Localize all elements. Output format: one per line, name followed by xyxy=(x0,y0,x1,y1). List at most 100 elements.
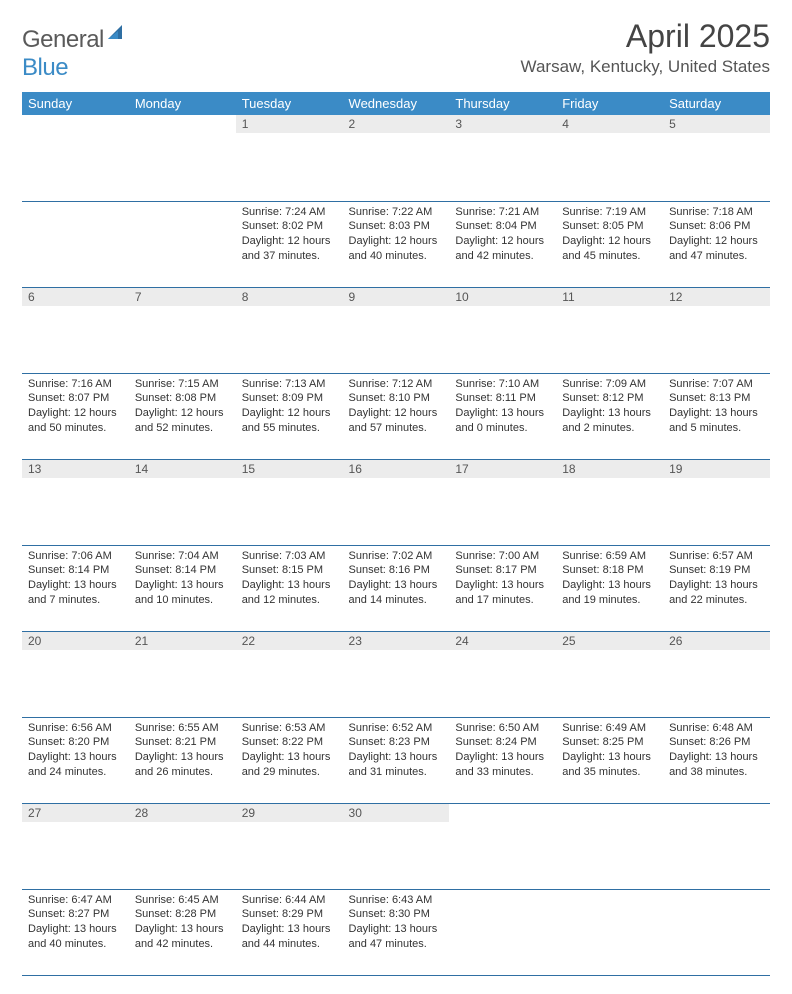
day-detail: Sunrise: 7:13 AMSunset: 8:09 PMDaylight:… xyxy=(236,374,343,442)
calendar-table: Sunday Monday Tuesday Wednesday Thursday… xyxy=(22,92,770,976)
day-cell-num: 2 xyxy=(343,115,450,201)
day-cell-num: 29 xyxy=(236,803,343,889)
day-detail xyxy=(22,202,129,211)
day-number: 4 xyxy=(556,115,663,133)
sail-icon xyxy=(106,20,130,48)
day-number: 1 xyxy=(236,115,343,133)
col-tue: Tuesday xyxy=(236,92,343,115)
day-cell-num: 20 xyxy=(22,631,129,717)
day-cell-body: Sunrise: 6:53 AMSunset: 8:22 PMDaylight:… xyxy=(236,717,343,803)
day-number: 7 xyxy=(129,288,236,306)
day-number: 18 xyxy=(556,460,663,478)
day-cell-body: Sunrise: 6:49 AMSunset: 8:25 PMDaylight:… xyxy=(556,717,663,803)
day-number: 5 xyxy=(663,115,770,133)
day-detail: Sunrise: 6:45 AMSunset: 8:28 PMDaylight:… xyxy=(129,890,236,958)
day-number: 2 xyxy=(343,115,450,133)
day-cell-body: Sunrise: 7:03 AMSunset: 8:15 PMDaylight:… xyxy=(236,545,343,631)
week-bodyrow: Sunrise: 7:24 AMSunset: 8:02 PMDaylight:… xyxy=(22,201,770,287)
header-row: Sunday Monday Tuesday Wednesday Thursday… xyxy=(22,92,770,115)
week-bodyrow: Sunrise: 6:47 AMSunset: 8:27 PMDaylight:… xyxy=(22,889,770,975)
day-cell-body: Sunrise: 7:04 AMSunset: 8:14 PMDaylight:… xyxy=(129,545,236,631)
day-cell-body xyxy=(22,201,129,287)
day-cell-body: Sunrise: 6:50 AMSunset: 8:24 PMDaylight:… xyxy=(449,717,556,803)
day-detail: Sunrise: 6:50 AMSunset: 8:24 PMDaylight:… xyxy=(449,718,556,786)
day-number xyxy=(22,115,129,133)
week-numrow: 20212223242526 xyxy=(22,631,770,717)
day-detail: Sunrise: 7:21 AMSunset: 8:04 PMDaylight:… xyxy=(449,202,556,270)
day-cell-num: 5 xyxy=(663,115,770,201)
day-cell-num: 13 xyxy=(22,459,129,545)
day-detail: Sunrise: 7:10 AMSunset: 8:11 PMDaylight:… xyxy=(449,374,556,442)
day-number: 30 xyxy=(343,804,450,822)
week-numrow: 13141516171819 xyxy=(22,459,770,545)
col-mon: Monday xyxy=(129,92,236,115)
day-number xyxy=(556,804,663,822)
day-detail: Sunrise: 7:19 AMSunset: 8:05 PMDaylight:… xyxy=(556,202,663,270)
logo: GeneralBlue xyxy=(22,18,130,82)
day-cell-num xyxy=(449,803,556,889)
calendar-page: GeneralBlue April 2025 Warsaw, Kentucky,… xyxy=(0,0,792,994)
day-detail: Sunrise: 7:24 AMSunset: 8:02 PMDaylight:… xyxy=(236,202,343,270)
day-cell-body: Sunrise: 7:21 AMSunset: 8:04 PMDaylight:… xyxy=(449,201,556,287)
day-cell-body: Sunrise: 7:18 AMSunset: 8:06 PMDaylight:… xyxy=(663,201,770,287)
day-number: 28 xyxy=(129,804,236,822)
day-number: 17 xyxy=(449,460,556,478)
day-detail xyxy=(449,890,556,899)
title-block: April 2025 Warsaw, Kentucky, United Stat… xyxy=(521,18,770,77)
week-numrow: 27282930 xyxy=(22,803,770,889)
day-cell-num: 10 xyxy=(449,287,556,373)
day-cell-num xyxy=(663,803,770,889)
day-detail xyxy=(556,890,663,899)
day-detail: Sunrise: 7:22 AMSunset: 8:03 PMDaylight:… xyxy=(343,202,450,270)
day-detail: Sunrise: 7:03 AMSunset: 8:15 PMDaylight:… xyxy=(236,546,343,614)
day-detail: Sunrise: 7:16 AMSunset: 8:07 PMDaylight:… xyxy=(22,374,129,442)
day-number: 3 xyxy=(449,115,556,133)
day-cell-num: 11 xyxy=(556,287,663,373)
day-number: 22 xyxy=(236,632,343,650)
day-cell-num: 25 xyxy=(556,631,663,717)
day-number xyxy=(663,804,770,822)
day-cell-num: 16 xyxy=(343,459,450,545)
day-detail xyxy=(129,202,236,211)
day-detail: Sunrise: 6:43 AMSunset: 8:30 PMDaylight:… xyxy=(343,890,450,958)
day-detail: Sunrise: 6:44 AMSunset: 8:29 PMDaylight:… xyxy=(236,890,343,958)
day-cell-num: 1 xyxy=(236,115,343,201)
day-detail: Sunrise: 7:00 AMSunset: 8:17 PMDaylight:… xyxy=(449,546,556,614)
day-cell-body: Sunrise: 7:00 AMSunset: 8:17 PMDaylight:… xyxy=(449,545,556,631)
day-detail: Sunrise: 6:52 AMSunset: 8:23 PMDaylight:… xyxy=(343,718,450,786)
day-cell-num: 22 xyxy=(236,631,343,717)
day-cell-body: Sunrise: 7:13 AMSunset: 8:09 PMDaylight:… xyxy=(236,373,343,459)
day-number: 11 xyxy=(556,288,663,306)
day-detail: Sunrise: 6:49 AMSunset: 8:25 PMDaylight:… xyxy=(556,718,663,786)
day-cell-body: Sunrise: 6:48 AMSunset: 8:26 PMDaylight:… xyxy=(663,717,770,803)
col-fri: Friday xyxy=(556,92,663,115)
day-detail: Sunrise: 7:15 AMSunset: 8:08 PMDaylight:… xyxy=(129,374,236,442)
day-cell-body xyxy=(449,889,556,975)
day-cell-num: 4 xyxy=(556,115,663,201)
day-detail: Sunrise: 6:57 AMSunset: 8:19 PMDaylight:… xyxy=(663,546,770,614)
day-cell-num: 17 xyxy=(449,459,556,545)
day-detail: Sunrise: 6:56 AMSunset: 8:20 PMDaylight:… xyxy=(22,718,129,786)
day-number: 26 xyxy=(663,632,770,650)
day-cell-body: Sunrise: 7:10 AMSunset: 8:11 PMDaylight:… xyxy=(449,373,556,459)
day-cell-body: Sunrise: 7:22 AMSunset: 8:03 PMDaylight:… xyxy=(343,201,450,287)
day-number: 14 xyxy=(129,460,236,478)
day-detail: Sunrise: 7:02 AMSunset: 8:16 PMDaylight:… xyxy=(343,546,450,614)
day-number: 27 xyxy=(22,804,129,822)
day-number: 19 xyxy=(663,460,770,478)
logo-word1: General xyxy=(22,26,104,53)
day-detail: Sunrise: 7:12 AMSunset: 8:10 PMDaylight:… xyxy=(343,374,450,442)
day-cell-num: 18 xyxy=(556,459,663,545)
day-number: 10 xyxy=(449,288,556,306)
day-cell-num: 27 xyxy=(22,803,129,889)
day-number xyxy=(449,804,556,822)
day-cell-num: 6 xyxy=(22,287,129,373)
day-cell-body: Sunrise: 7:07 AMSunset: 8:13 PMDaylight:… xyxy=(663,373,770,459)
day-cell-num: 14 xyxy=(129,459,236,545)
day-cell-body: Sunrise: 6:57 AMSunset: 8:19 PMDaylight:… xyxy=(663,545,770,631)
day-number: 29 xyxy=(236,804,343,822)
day-cell-body xyxy=(663,889,770,975)
day-cell-body: Sunrise: 7:09 AMSunset: 8:12 PMDaylight:… xyxy=(556,373,663,459)
week-bodyrow: Sunrise: 7:06 AMSunset: 8:14 PMDaylight:… xyxy=(22,545,770,631)
day-number: 20 xyxy=(22,632,129,650)
